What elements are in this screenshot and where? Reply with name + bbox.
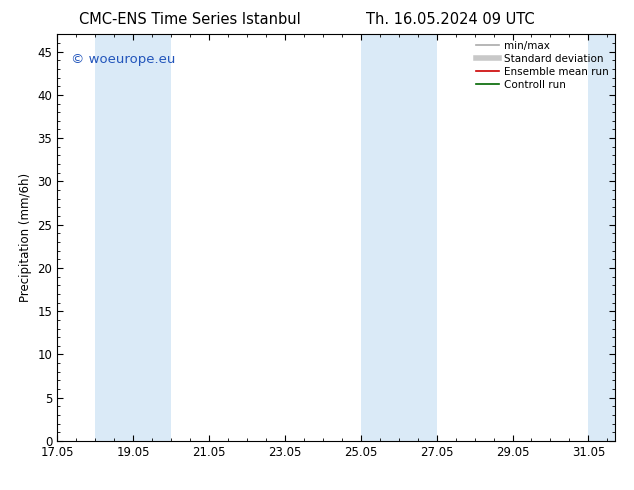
Bar	[361, 34, 437, 441]
Y-axis label: Precipitation (mm/6h): Precipitation (mm/6h)	[19, 173, 32, 302]
Text: CMC-ENS Time Series Istanbul: CMC-ENS Time Series Istanbul	[79, 12, 301, 27]
Text: © woeurope.eu: © woeurope.eu	[71, 52, 176, 66]
Bar	[95, 34, 171, 441]
Bar	[588, 34, 624, 441]
Legend: min/max, Standard deviation, Ensemble mean run, Controll run: min/max, Standard deviation, Ensemble me…	[472, 36, 613, 94]
Text: Th. 16.05.2024 09 UTC: Th. 16.05.2024 09 UTC	[366, 12, 534, 27]
